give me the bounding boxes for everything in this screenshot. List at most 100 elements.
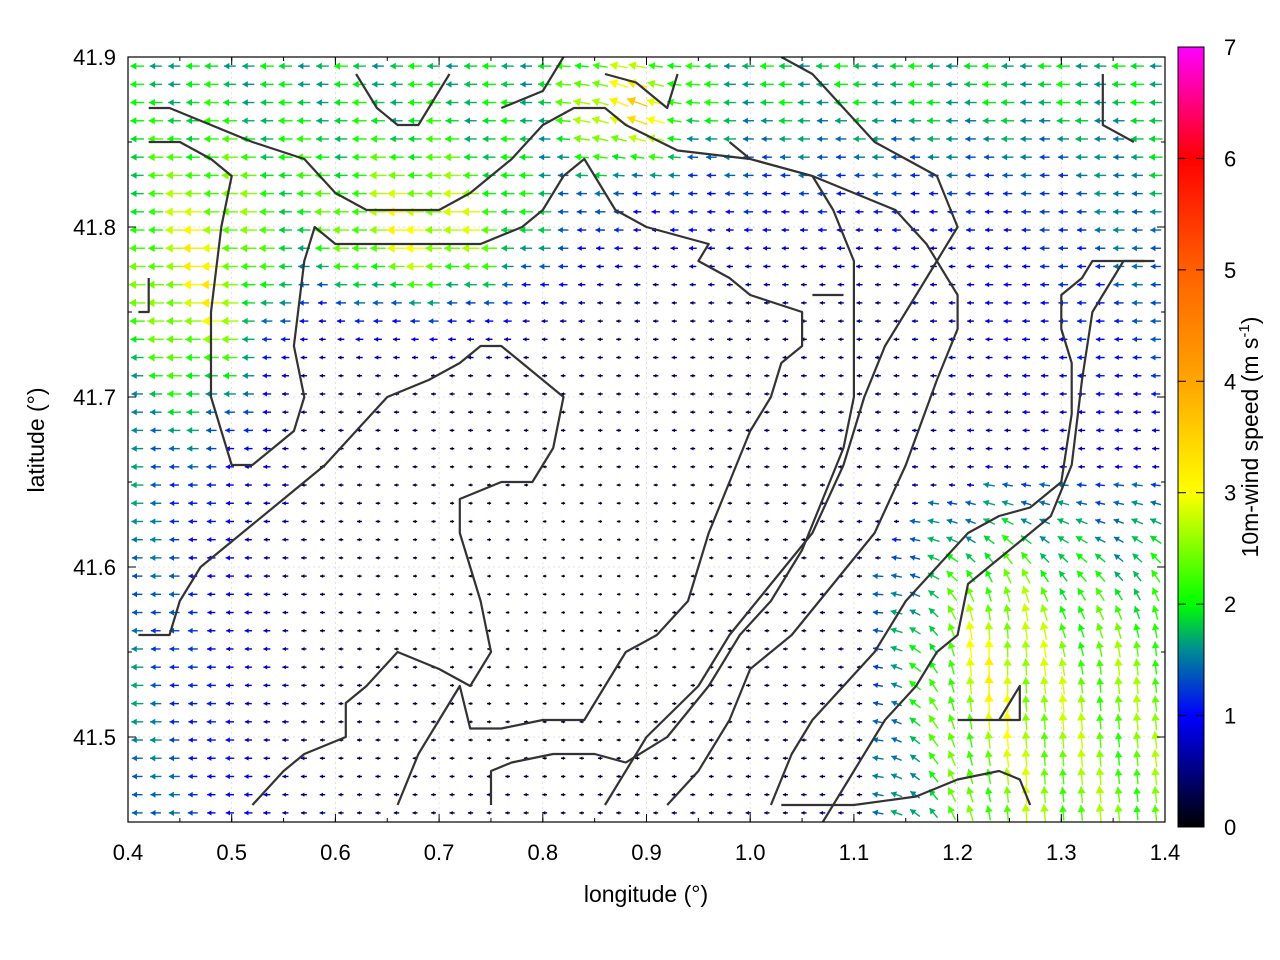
wind-arrow: [672, 720, 677, 724]
wind-arrow: [319, 574, 325, 578]
wind-arrow-head: [1021, 585, 1030, 595]
wind-arrow: [374, 355, 382, 360]
wind-arrow-head: [984, 621, 994, 630]
wind-arrow-head: [412, 683, 416, 688]
wind-arrow-head: [301, 647, 305, 651]
wind-arrow: [282, 792, 289, 797]
wind-arrow: [320, 537, 325, 542]
wind-arrow-head: [1040, 713, 1049, 721]
wind-arrow: [431, 574, 436, 578]
wind-arrow-head: [820, 537, 824, 542]
wind-arrow-head: [263, 537, 268, 542]
wind-arrow-head: [579, 592, 583, 596]
wind-arrow-head: [542, 738, 546, 742]
wind-arrow-head: [746, 483, 750, 487]
wind-arrow-head: [1077, 730, 1087, 739]
wind-arrow: [263, 701, 271, 706]
wind-arrow-head: [505, 592, 509, 596]
wind-arrow: [1040, 569, 1050, 583]
wind-arrow: [1075, 535, 1088, 544]
wind-arrow: [542, 811, 548, 815]
wind-arrow-head: [468, 483, 472, 487]
wind-arrow: [1059, 787, 1067, 803]
wind-arrow: [505, 592, 510, 596]
wind-arrow: [856, 810, 863, 815]
wind-arrow-head: [394, 628, 398, 633]
wind-arrow-head: [206, 700, 212, 707]
wind-arrow: [449, 810, 455, 815]
wind-arrow: [653, 665, 658, 669]
wind-arrow: [764, 355, 770, 360]
wind-arrow-head: [244, 446, 249, 452]
wind-arrow: [912, 482, 918, 488]
wind-arrow: [727, 519, 733, 524]
wind-arrow: [1003, 658, 1012, 677]
wind-arrow-head: [909, 717, 917, 725]
wind-arrow-head: [635, 592, 639, 596]
wind-arrow: [207, 610, 216, 616]
wind-arrow-head: [1077, 409, 1082, 415]
wind-arrow: [1131, 481, 1143, 489]
wind-arrow: [206, 427, 217, 434]
wind-arrow: [965, 518, 976, 525]
wind-arrow-head: [505, 701, 509, 706]
wind-arrow: [1039, 535, 1050, 544]
wind-arrow-head: [524, 701, 527, 706]
wind-arrow-head: [282, 555, 286, 560]
wind-arrow: [431, 774, 436, 779]
wind-arrow-head: [1095, 373, 1101, 379]
wind-arrow: [206, 445, 217, 452]
wind-arrow: [727, 556, 733, 560]
wind-arrow: [226, 610, 234, 615]
wind-arrow-head: [449, 738, 453, 742]
wind-arrow: [616, 428, 622, 433]
wind-arrow: [524, 556, 528, 560]
wind-arrow: [300, 336, 308, 342]
wind-arrow: [579, 410, 584, 414]
wind-arrow: [1095, 500, 1106, 506]
wind-arrow: [263, 628, 271, 634]
wind-arrow-head: [1021, 731, 1031, 739]
wind-arrow-head: [801, 810, 805, 815]
wind-arrow-head: [505, 574, 509, 578]
wind-arrow: [1114, 588, 1123, 601]
wind-arrow-head: [523, 410, 527, 415]
wind-arrow: [185, 335, 201, 344]
wind-arrow-head: [431, 428, 435, 433]
wind-arrow-head: [838, 628, 842, 633]
wind-arrow-head: [838, 647, 842, 651]
wind-arrow-head: [188, 609, 193, 616]
wind-arrow-head: [616, 519, 620, 524]
wind-arrow-head: [1151, 659, 1160, 667]
wind-arrow-head: [930, 482, 935, 488]
wind-arrow: [561, 683, 566, 688]
wind-arrow: [1021, 482, 1032, 488]
wind-arrow: [764, 464, 770, 469]
wind-arrow: [188, 773, 198, 780]
wind-arrow-head: [524, 483, 527, 487]
wind-arrow-head: [890, 663, 898, 671]
wind-arrow: [1040, 732, 1049, 748]
wind-arrow: [967, 464, 974, 469]
wind-arrow-head: [1058, 676, 1068, 685]
wind-arrow-head: [449, 756, 453, 761]
wind-arrow: [357, 501, 362, 506]
wind-arrow: [375, 556, 381, 560]
wind-arrow: [930, 446, 937, 451]
wind-arrow-head: [634, 355, 638, 360]
wind-arrow-head: [579, 501, 583, 505]
wind-arrow-head: [1077, 606, 1085, 614]
wind-arrow: [413, 592, 418, 597]
wind-arrow-head: [764, 810, 768, 815]
wind-arrow: [468, 665, 473, 669]
wind-arrow-head: [690, 355, 694, 360]
wind-arrow-head: [226, 664, 231, 670]
wind-arrow: [338, 792, 344, 797]
wind-arrow: [448, 355, 456, 360]
wind-arrow: [262, 409, 272, 415]
wind-arrow-head: [542, 811, 546, 815]
wind-arrow: [690, 373, 696, 378]
wind-arrow-head: [634, 373, 638, 378]
wind-arrow-head: [966, 804, 975, 813]
wind-arrow-head: [708, 428, 713, 433]
